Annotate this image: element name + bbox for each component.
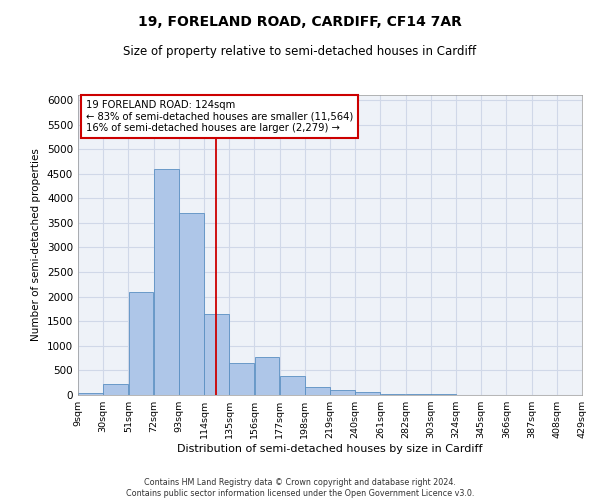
Text: Size of property relative to semi-detached houses in Cardiff: Size of property relative to semi-detach… bbox=[124, 45, 476, 58]
Bar bbox=[380, 394, 406, 395]
Bar bbox=[204, 314, 229, 395]
Bar bbox=[305, 387, 330, 395]
Text: Contains HM Land Registry data © Crown copyright and database right 2024.
Contai: Contains HM Land Registry data © Crown c… bbox=[126, 478, 474, 498]
Bar bbox=[78, 392, 103, 395]
Bar bbox=[280, 376, 305, 395]
Bar bbox=[229, 363, 254, 395]
Bar bbox=[254, 356, 280, 395]
Bar bbox=[128, 292, 154, 395]
Text: 19, FORELAND ROAD, CARDIFF, CF14 7AR: 19, FORELAND ROAD, CARDIFF, CF14 7AR bbox=[138, 15, 462, 29]
Bar bbox=[406, 394, 431, 395]
Bar bbox=[103, 384, 128, 395]
Bar bbox=[330, 390, 355, 395]
Bar bbox=[355, 392, 380, 395]
Bar bbox=[179, 213, 204, 395]
Y-axis label: Number of semi-detached properties: Number of semi-detached properties bbox=[31, 148, 41, 342]
Bar bbox=[154, 169, 179, 395]
X-axis label: Distribution of semi-detached houses by size in Cardiff: Distribution of semi-detached houses by … bbox=[177, 444, 483, 454]
Bar bbox=[431, 394, 456, 395]
Text: 19 FORELAND ROAD: 124sqm
← 83% of semi-detached houses are smaller (11,564)
16% : 19 FORELAND ROAD: 124sqm ← 83% of semi-d… bbox=[86, 100, 353, 132]
